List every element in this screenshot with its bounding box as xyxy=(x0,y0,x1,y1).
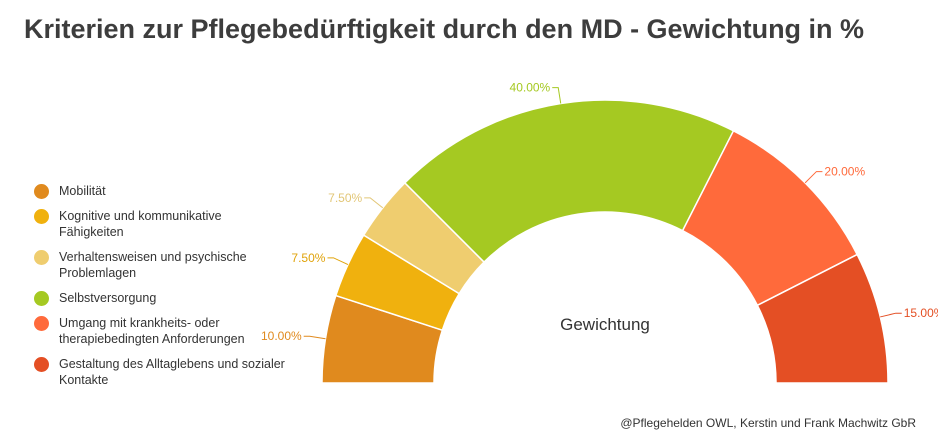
legend-label: Verhaltensweisen und psychische Probleml… xyxy=(59,250,247,280)
leader-line-2 xyxy=(327,257,349,265)
legend-item[interactable]: Kognitive und kommunikative Fähigkeiten xyxy=(34,208,304,240)
leader-line-3 xyxy=(364,197,384,209)
data-label-6: 15.00% xyxy=(904,306,938,320)
legend-label: Umgang mit krankheits- oder therapiebedi… xyxy=(59,316,245,346)
leader-line-1 xyxy=(303,335,326,340)
leader-line-4 xyxy=(552,87,562,104)
chart-legend: Mobilität Kognitive und kommunikative Fäh… xyxy=(34,183,304,397)
slice-4[interactable] xyxy=(403,99,735,264)
chart-title: Kriterien zur Pflegebedürftigkeit durch … xyxy=(24,14,865,44)
legend-item[interactable]: Mobilität xyxy=(34,183,304,199)
legend-label: Selbstversorgung xyxy=(59,291,157,305)
leader-line-5 xyxy=(804,171,823,184)
legend-item[interactable]: Selbstversorgung xyxy=(34,290,304,306)
legend-item[interactable]: Gestaltung des Alltaglebens und sozialer… xyxy=(34,356,304,388)
legend-swatch xyxy=(34,184,49,199)
slice-6[interactable] xyxy=(756,253,889,384)
data-label-4: 40.00% xyxy=(510,81,551,95)
legend-swatch xyxy=(34,316,49,331)
legend-swatch xyxy=(34,357,49,372)
legend-label: Gestaltung des Alltaglebens und sozialer… xyxy=(59,357,285,387)
legend-swatch xyxy=(34,291,49,306)
data-label-2: 7.50% xyxy=(291,251,325,265)
legend-item[interactable]: Umgang mit krankheits- oder therapiebedi… xyxy=(34,315,304,347)
chart-slices xyxy=(321,99,889,384)
legend-item[interactable]: Verhaltensweisen und psychische Probleml… xyxy=(34,249,304,281)
chart-leader-lines xyxy=(303,87,902,340)
data-label-5: 20.00% xyxy=(824,165,865,179)
data-label-3: 7.50% xyxy=(328,191,362,205)
data-label-1: 10.00% xyxy=(261,329,302,343)
center-label: Gewichtung xyxy=(560,315,650,334)
footer-credit: @Pflegehelden OWL, Kerstin und Frank Mac… xyxy=(620,416,916,430)
legend-label: Kognitive und kommunikative Fähigkeiten xyxy=(59,209,222,239)
leader-line-6 xyxy=(880,312,902,318)
legend-swatch xyxy=(34,250,49,265)
legend-label: Mobilität xyxy=(59,184,106,198)
chart-data-labels: 10.00% 7.50% 7.50% 40.00% 20.00% 15.00% xyxy=(261,81,938,344)
legend-swatch xyxy=(34,209,49,224)
